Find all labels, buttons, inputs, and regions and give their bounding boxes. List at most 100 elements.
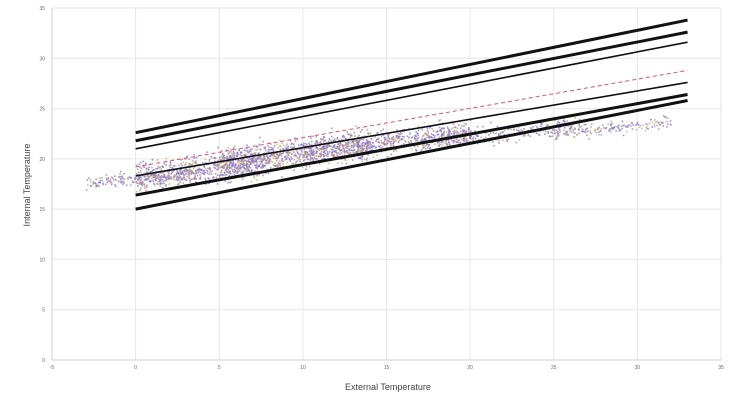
scatter-point: [350, 135, 353, 137]
scatter-point: [559, 126, 562, 129]
scatter-point: [243, 154, 245, 157]
scatter-point: [248, 170, 250, 173]
scatter-point: [229, 161, 232, 164]
x-tick-label: 5: [218, 365, 221, 371]
scatter-point: [413, 145, 416, 148]
scatter-point: [551, 135, 554, 138]
scatter-point: [95, 178, 97, 181]
scatter-point: [407, 142, 410, 144]
scatter-point: [387, 135, 390, 137]
scatter-point: [424, 139, 426, 142]
scatter-point: [134, 176, 137, 179]
scatter-point: [415, 135, 417, 138]
scatter-point: [358, 145, 361, 148]
scatter-point: [188, 158, 191, 160]
scatter-point: [586, 134, 588, 137]
scatter-point: [337, 148, 339, 150]
x-tick-label: 0: [134, 365, 137, 371]
scatter-point: [374, 135, 376, 138]
scatter-point: [180, 171, 182, 174]
scatter-point: [457, 124, 460, 126]
scatter-point: [363, 147, 365, 150]
scatter-point: [322, 151, 325, 153]
scatter-point: [301, 166, 304, 168]
scatter-point: [366, 159, 368, 161]
scatter-point: [259, 136, 261, 139]
scatter-point: [291, 143, 294, 145]
scatter-point: [287, 145, 290, 148]
scatter-point: [309, 146, 312, 149]
scatter-point: [363, 135, 366, 137]
scatter-point: [119, 173, 121, 176]
scatter-point: [353, 146, 355, 149]
scatter-point: [246, 144, 248, 147]
scatter-point: [205, 162, 207, 164]
scatter-point: [233, 173, 236, 176]
scatter-point: [402, 128, 404, 131]
scatter-point: [312, 149, 315, 151]
scatter-point: [161, 182, 164, 185]
scatter-point: [269, 146, 271, 149]
y-tick-label: 15: [39, 207, 45, 213]
scatter-point: [432, 130, 435, 132]
scatter-point: [493, 144, 495, 147]
scatter-point: [281, 158, 283, 161]
scatter-point: [256, 161, 258, 163]
scatter-point: [211, 157, 214, 159]
scatter-point: [666, 120, 668, 123]
scatter-point: [258, 143, 261, 146]
scatter-point: [475, 134, 477, 136]
scatter-point: [557, 131, 559, 133]
scatter-point: [354, 151, 357, 154]
scatter-point: [513, 128, 515, 131]
scatter-point: [243, 166, 246, 169]
scatter-point: [570, 127, 572, 130]
scatter-point: [274, 162, 276, 164]
scatter-point: [319, 141, 322, 144]
scatter-point: [148, 166, 150, 169]
scatter-point: [333, 146, 336, 149]
scatter-point: [237, 159, 239, 162]
scatter-point: [225, 168, 228, 170]
scatter-point: [553, 128, 555, 131]
scatter-point: [367, 154, 369, 156]
scatter-point: [251, 161, 254, 164]
scatter-point: [104, 183, 107, 186]
scatter-point: [229, 157, 232, 159]
scatter-point: [250, 180, 253, 183]
scatter-point: [322, 138, 325, 140]
scatter-point: [446, 144, 448, 146]
scatter-point: [218, 158, 221, 160]
scatter-point: [406, 135, 409, 137]
scatter-point: [238, 149, 241, 152]
scatter-point: [423, 121, 426, 124]
scatter-point: [366, 142, 369, 145]
scatter-point: [272, 147, 275, 149]
scatter-point: [421, 138, 423, 140]
scatter-point: [444, 145, 446, 148]
scatter-point: [436, 133, 439, 136]
scatter-point: [123, 182, 125, 184]
scatter-point: [573, 127, 576, 129]
scatter-point: [293, 155, 295, 157]
scatter-point: [328, 144, 330, 146]
scatter-point: [170, 177, 173, 180]
scatter-point: [369, 142, 372, 144]
scatter-point: [386, 138, 389, 141]
scatter-point: [165, 176, 168, 179]
scatter-point: [570, 125, 572, 128]
scatter-point: [457, 139, 459, 142]
scatter-point: [347, 133, 350, 136]
scatter-point: [166, 178, 168, 181]
scatter-point: [425, 144, 428, 146]
scatter-point: [157, 173, 160, 176]
scatter-point: [304, 147, 307, 150]
scatter-point: [371, 138, 373, 140]
scatter-point: [443, 132, 445, 134]
scatter-point: [212, 176, 214, 179]
scatter-point: [98, 181, 100, 184]
scatter-point: [403, 135, 405, 138]
scatter-point: [357, 143, 360, 145]
scatter-point: [107, 180, 110, 182]
scatter-point: [255, 158, 258, 161]
